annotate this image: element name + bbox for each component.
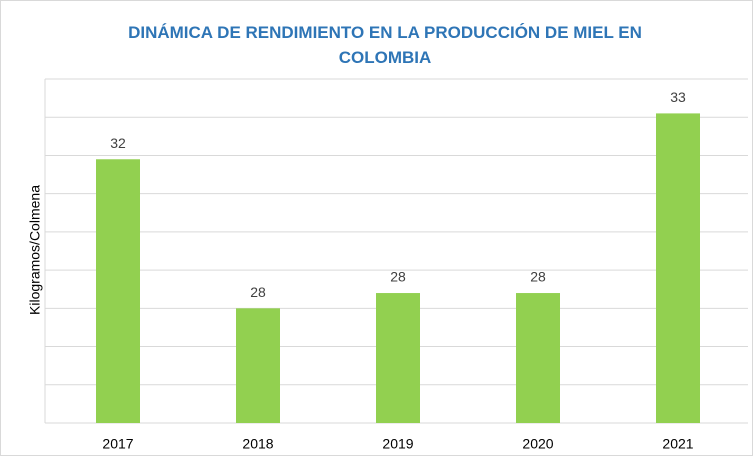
x-tick-label: 2018: [242, 436, 273, 452]
x-tick-label: 2020: [522, 436, 553, 452]
chart-title: DINÁMICA DE RENDIMIENTO EN LA PRODUCCIÓN…: [128, 23, 642, 67]
data-label: 28: [250, 284, 266, 300]
x-tick-label: 2017: [102, 436, 133, 452]
y-axis-label: Kilogramos/Colmena: [27, 185, 43, 315]
data-label: 28: [390, 269, 406, 285]
x-tick-label: 2019: [382, 436, 413, 452]
data-label: 33: [670, 89, 686, 105]
data-label: 28: [530, 269, 546, 285]
bar: [516, 293, 560, 423]
x-tick-label: 2021: [662, 436, 693, 452]
bar: [236, 308, 280, 423]
bar: [96, 159, 140, 423]
bar: [656, 113, 700, 424]
bar: [376, 293, 420, 423]
data-label: 32: [110, 135, 126, 151]
